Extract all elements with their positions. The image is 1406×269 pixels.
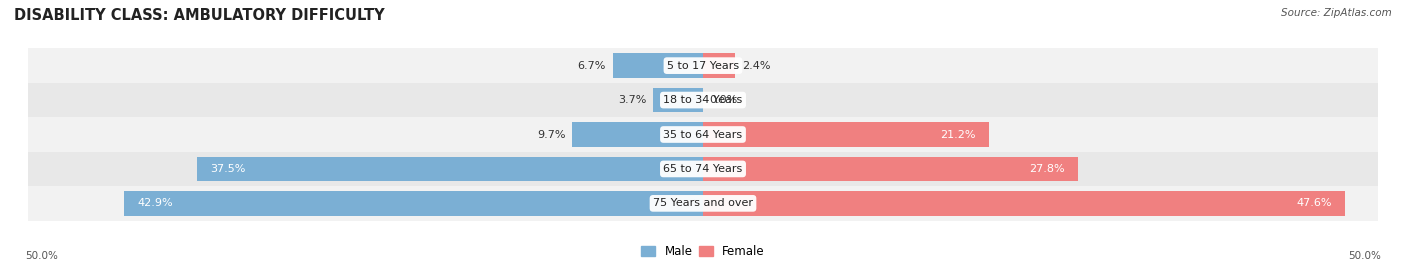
Text: 47.6%: 47.6% (1296, 198, 1331, 208)
Bar (703, 191, 1346, 216)
Text: 65 to 74 Years: 65 to 74 Years (664, 164, 742, 174)
Text: 75 Years and over: 75 Years and over (652, 198, 754, 208)
Text: 2.4%: 2.4% (742, 61, 770, 71)
Text: Source: ZipAtlas.com: Source: ZipAtlas.com (1281, 8, 1392, 18)
Bar (703, 53, 735, 78)
Text: 3.7%: 3.7% (617, 95, 647, 105)
Text: 50.0%: 50.0% (25, 251, 58, 261)
Text: 0.0%: 0.0% (710, 95, 738, 105)
Bar (28, 152, 1378, 186)
Text: 5 to 17 Years: 5 to 17 Years (666, 61, 740, 71)
Text: 42.9%: 42.9% (138, 198, 173, 208)
Text: 18 to 34 Years: 18 to 34 Years (664, 95, 742, 105)
Text: 27.8%: 27.8% (1029, 164, 1064, 174)
Bar (28, 83, 1378, 117)
Bar (652, 88, 703, 112)
Text: DISABILITY CLASS: AMBULATORY DIFFICULTY: DISABILITY CLASS: AMBULATORY DIFFICULTY (14, 8, 385, 23)
Text: 9.7%: 9.7% (537, 129, 565, 140)
Bar (197, 157, 703, 181)
Bar (28, 48, 1378, 83)
Legend: Male, Female: Male, Female (637, 241, 769, 263)
Bar (28, 117, 1378, 152)
Text: 50.0%: 50.0% (1348, 251, 1381, 261)
Bar (613, 53, 703, 78)
Text: 6.7%: 6.7% (578, 61, 606, 71)
Bar (124, 191, 703, 216)
Text: 35 to 64 Years: 35 to 64 Years (664, 129, 742, 140)
Text: 21.2%: 21.2% (941, 129, 976, 140)
Bar (28, 186, 1378, 221)
Bar (703, 157, 1078, 181)
Bar (703, 122, 990, 147)
Bar (572, 122, 703, 147)
Text: 37.5%: 37.5% (211, 164, 246, 174)
